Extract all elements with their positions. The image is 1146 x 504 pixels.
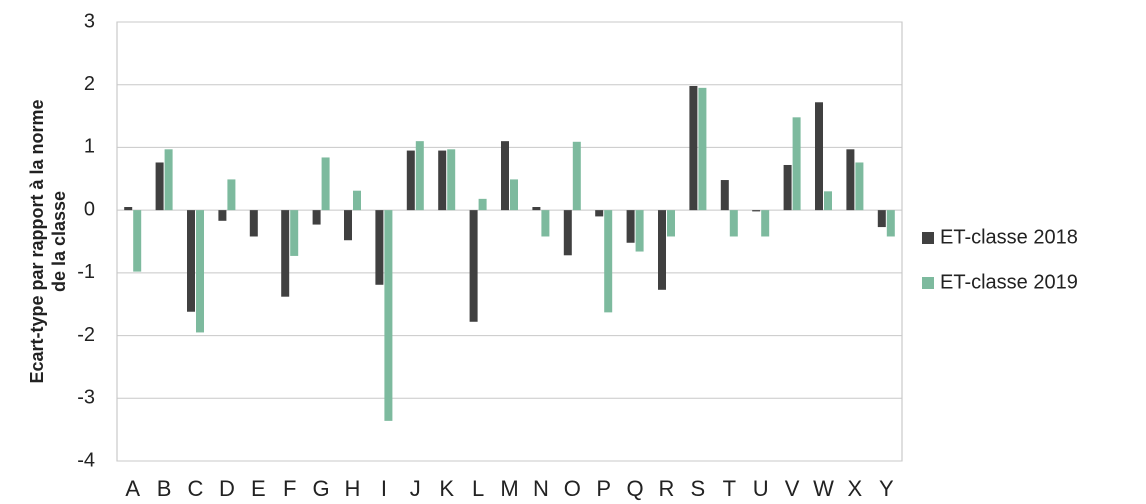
bar bbox=[438, 150, 447, 211]
bar bbox=[626, 210, 635, 243]
x-tick-label: D bbox=[219, 476, 235, 501]
x-tick-label: C bbox=[188, 476, 204, 501]
bar bbox=[667, 210, 675, 237]
bar bbox=[133, 210, 142, 272]
bar bbox=[604, 210, 613, 313]
bar bbox=[218, 210, 227, 221]
bar bbox=[729, 210, 738, 237]
x-tick-label: U bbox=[753, 476, 769, 501]
x-tick-label: Q bbox=[627, 476, 644, 501]
bar bbox=[469, 210, 478, 322]
x-tick-label: O bbox=[564, 476, 581, 501]
bar bbox=[563, 210, 572, 256]
bar bbox=[384, 210, 393, 421]
y-axis-label: de la classe bbox=[49, 191, 69, 292]
bar bbox=[877, 210, 886, 228]
y-tick-label: 1 bbox=[84, 136, 95, 158]
bar bbox=[447, 149, 456, 211]
bar bbox=[815, 102, 823, 211]
x-tick-label: P bbox=[596, 476, 611, 501]
bar bbox=[290, 210, 299, 256]
bar bbox=[249, 210, 258, 237]
x-tick-label: S bbox=[691, 476, 706, 501]
bar bbox=[658, 210, 666, 290]
y-tick-label: -4 bbox=[77, 449, 95, 471]
bar bbox=[761, 210, 770, 237]
bar bbox=[824, 191, 832, 211]
bar bbox=[312, 210, 321, 225]
bar bbox=[792, 117, 801, 211]
y-tick-label: -2 bbox=[77, 324, 95, 346]
bar bbox=[752, 210, 761, 212]
bar bbox=[886, 210, 895, 237]
legend-label: ET-classe 2018 bbox=[940, 226, 1078, 248]
bar bbox=[196, 210, 204, 333]
x-tick-label: R bbox=[659, 476, 675, 501]
bar bbox=[344, 210, 352, 241]
bar bbox=[124, 207, 133, 211]
y-tick-label: 0 bbox=[84, 198, 95, 220]
bar bbox=[375, 210, 384, 285]
x-tick-label: L bbox=[472, 476, 484, 501]
legend-swatch bbox=[922, 232, 934, 244]
x-tick-label: H bbox=[345, 476, 361, 501]
x-tick-label: K bbox=[439, 476, 454, 501]
legend-swatch bbox=[922, 277, 934, 289]
bar bbox=[635, 210, 644, 252]
x-tick-label: A bbox=[125, 476, 140, 501]
bar bbox=[720, 180, 729, 211]
bar bbox=[846, 149, 855, 211]
bar bbox=[155, 162, 164, 211]
x-tick-label: G bbox=[313, 476, 330, 501]
bar bbox=[227, 179, 236, 211]
x-tick-label: X bbox=[848, 476, 863, 501]
x-tick-label: E bbox=[251, 476, 266, 501]
y-tick-label: -3 bbox=[77, 387, 95, 409]
bar bbox=[689, 85, 698, 211]
bar bbox=[353, 190, 361, 211]
bar bbox=[855, 162, 864, 211]
x-tick-label: Y bbox=[879, 476, 894, 501]
x-tick-label: N bbox=[533, 476, 549, 501]
bar bbox=[187, 210, 195, 312]
plot-area bbox=[116, 21, 903, 462]
bar bbox=[595, 210, 604, 217]
x-tick-label: T bbox=[723, 476, 736, 501]
x-tick-label: V bbox=[785, 476, 800, 501]
x-tick-label: F bbox=[283, 476, 296, 501]
y-tick-label: 3 bbox=[84, 10, 95, 32]
x-tick-label: W bbox=[813, 476, 834, 501]
bar bbox=[281, 210, 290, 297]
bar bbox=[321, 157, 330, 211]
y-axis-label: Ecart-type par rapport à la norme bbox=[27, 99, 47, 383]
x-tick-label: M bbox=[500, 476, 518, 501]
bar bbox=[406, 150, 415, 211]
bar bbox=[783, 164, 792, 211]
legend-label: ET-classe 2019 bbox=[940, 271, 1078, 293]
bar bbox=[478, 198, 487, 211]
y-tick-label: 2 bbox=[84, 73, 95, 95]
x-tick-label: B bbox=[157, 476, 172, 501]
bar bbox=[510, 179, 518, 211]
y-tick-label: -1 bbox=[77, 261, 95, 283]
bar bbox=[572, 141, 581, 211]
bar bbox=[532, 207, 541, 211]
x-tick-label: I bbox=[381, 476, 387, 501]
bar bbox=[415, 141, 424, 211]
bar bbox=[164, 149, 173, 211]
bar bbox=[501, 141, 509, 211]
bar bbox=[698, 87, 707, 211]
bar bbox=[541, 210, 550, 237]
x-tick-label: J bbox=[410, 476, 421, 501]
